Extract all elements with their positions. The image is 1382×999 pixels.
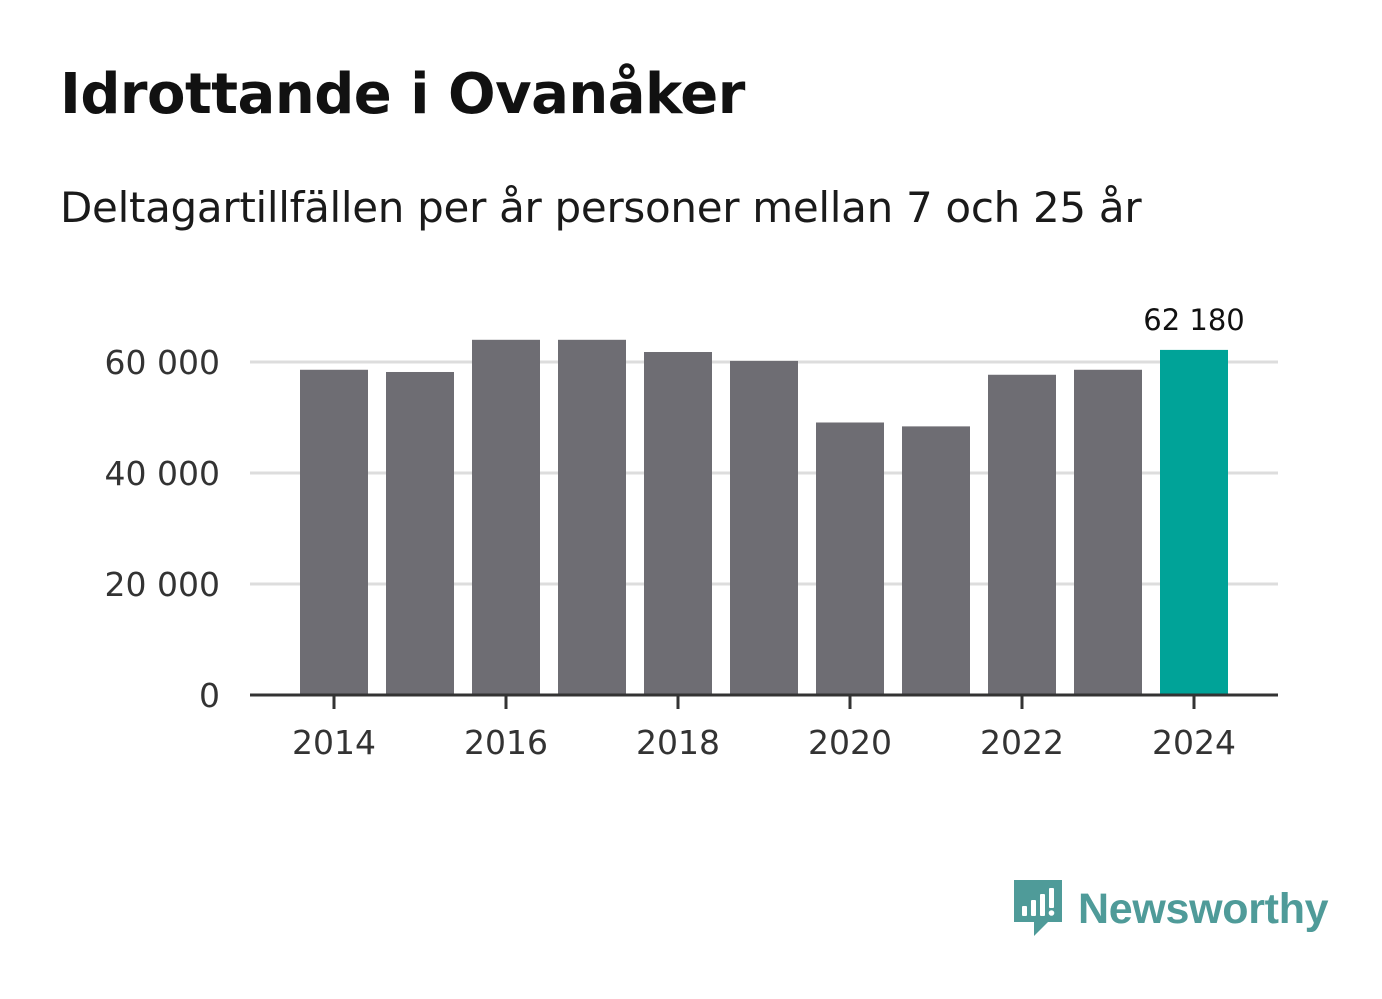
x-tick-label: 2022 (980, 723, 1064, 762)
y-tick-label: 0 (199, 676, 220, 715)
bar-2024 (1160, 349, 1228, 695)
bar-2022 (988, 374, 1056, 695)
bar-2015 (386, 371, 454, 695)
brand-name: Newsworthy (1078, 884, 1329, 933)
bar-2018 (644, 352, 712, 695)
x-tick-label: 2014 (292, 723, 376, 762)
bar-2017 (558, 339, 626, 695)
bar-2021 (902, 426, 970, 695)
bar-2016 (472, 339, 540, 695)
data-label-2024: 62 180 (1143, 303, 1244, 337)
y-tick-label: 40 000 (105, 454, 220, 493)
newsworthy-logo-icon (1014, 880, 1062, 936)
y-tick-label: 20 000 (105, 565, 220, 604)
chart-title: Idrottande i Ovanåker (60, 62, 745, 127)
x-tick-label: 2016 (464, 723, 548, 762)
x-tick-label: 2018 (636, 723, 720, 762)
brand-logo: Newsworthy (1010, 878, 1329, 940)
bar-2019 (730, 360, 798, 695)
x-axis: 2014 2016 2018 2020 2022 2024 (250, 693, 1278, 762)
y-tick-label: 60 000 (105, 343, 220, 382)
y-axis-ticks: 0 20 000 40 000 60 000 (105, 343, 220, 715)
data-labels: 62 180 (1143, 303, 1244, 337)
x-tick-label: 2020 (808, 723, 892, 762)
bar-2014 (300, 369, 368, 695)
bar-2023 (1074, 369, 1142, 695)
bars (300, 339, 1228, 695)
x-tick-label: 2024 (1152, 723, 1236, 762)
chart-subtitle: Deltagartillfällen per år personer mella… (60, 183, 1142, 232)
bar-2020 (816, 422, 884, 695)
